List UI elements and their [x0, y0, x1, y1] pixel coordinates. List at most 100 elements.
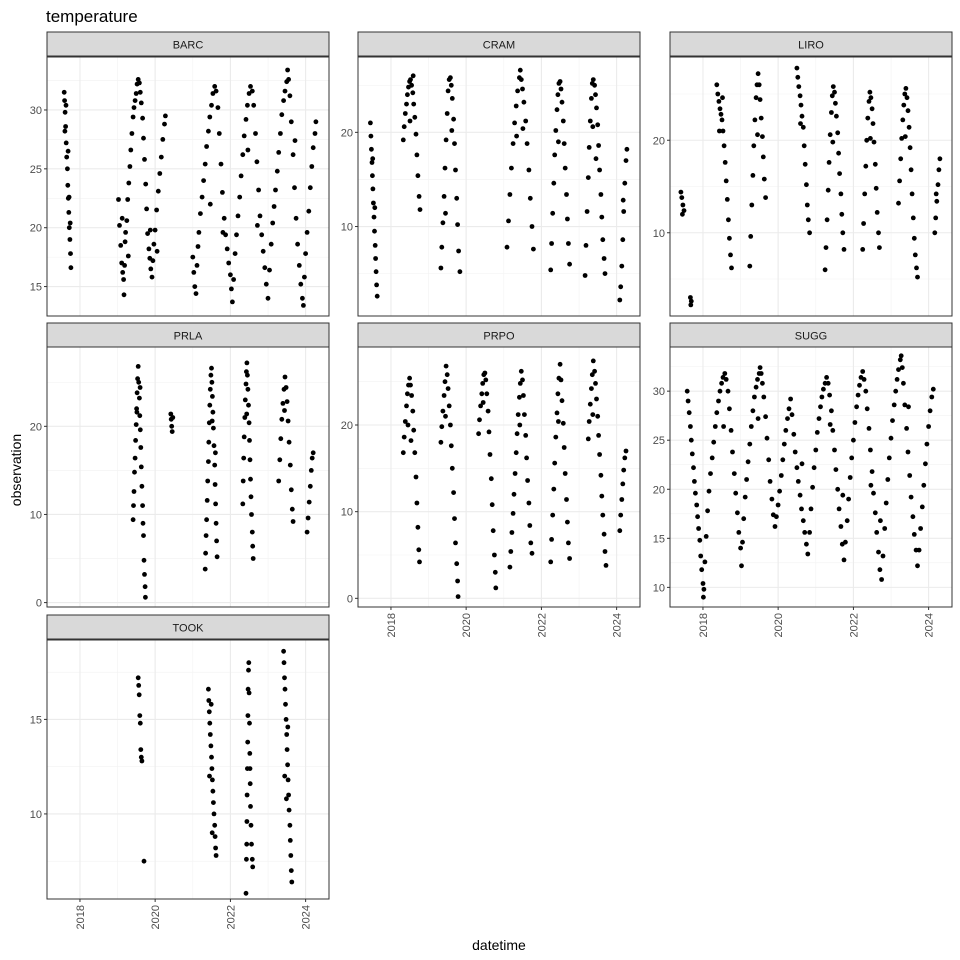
y-tick-label: 10 — [30, 509, 42, 521]
data-point — [262, 265, 268, 271]
data-point — [807, 530, 812, 535]
data-point — [210, 788, 216, 794]
x-tick-label: 2018 — [75, 905, 87, 929]
data-point — [837, 171, 842, 177]
data-point — [870, 121, 876, 126]
strip-label-prla: PRLA — [174, 331, 203, 343]
data-point — [454, 561, 460, 567]
data-point — [794, 465, 800, 471]
data-point — [192, 284, 198, 289]
data-point — [880, 553, 886, 559]
data-point — [209, 830, 215, 836]
data-point — [279, 112, 285, 118]
data-point — [412, 450, 418, 456]
data-point — [414, 152, 420, 158]
points-sugg — [684, 353, 936, 600]
data-point — [405, 92, 410, 98]
data-point — [250, 556, 256, 561]
panel-border — [669, 56, 953, 317]
data-point — [278, 436, 284, 442]
data-point — [206, 439, 212, 445]
data-point — [565, 216, 570, 222]
data-point — [140, 503, 146, 508]
data-point — [801, 143, 807, 149]
data-point — [688, 295, 693, 300]
data-point — [871, 139, 877, 145]
data-point — [483, 377, 489, 383]
data-point — [401, 124, 407, 130]
panel-liro: LIRO 10 20 — [653, 31, 953, 317]
data-point — [876, 549, 881, 555]
data-point — [370, 173, 375, 179]
data-point — [693, 490, 698, 496]
data-point — [839, 211, 845, 217]
data-point — [247, 720, 252, 726]
data-point — [891, 402, 897, 408]
data-point — [595, 413, 601, 419]
data-point — [527, 195, 533, 201]
data-point — [721, 143, 727, 149]
data-point — [212, 84, 218, 89]
data-point — [162, 121, 167, 127]
data-point — [369, 160, 375, 165]
data-point — [723, 178, 729, 184]
data-point — [596, 143, 601, 148]
data-point — [741, 516, 747, 522]
data-point — [910, 215, 916, 221]
data-point — [285, 777, 291, 783]
data-point — [564, 497, 569, 502]
data-point — [196, 230, 202, 235]
data-point — [600, 512, 606, 518]
data-point — [933, 215, 939, 221]
data-point — [755, 416, 761, 421]
data-point — [727, 235, 732, 241]
data-point — [409, 393, 414, 398]
data-point — [137, 395, 142, 401]
data-point — [131, 489, 137, 494]
data-point — [409, 82, 414, 88]
data-point — [524, 455, 529, 461]
data-point — [282, 88, 288, 94]
chart-title: temperature — [46, 7, 138, 26]
data-point — [587, 118, 593, 124]
data-point — [209, 754, 214, 760]
data-point — [561, 445, 567, 450]
data-point — [698, 553, 704, 559]
data-point — [408, 382, 413, 388]
data-point — [868, 95, 874, 101]
points-liro — [678, 65, 943, 308]
data-point — [551, 180, 557, 186]
data-point — [760, 380, 765, 386]
data-point — [244, 856, 249, 862]
data-point — [594, 396, 599, 402]
data-point — [558, 86, 564, 92]
panel-barc: BARC 15 20 25 30 — [30, 31, 330, 317]
data-point — [735, 510, 740, 516]
data-point — [123, 230, 128, 235]
data-point — [136, 379, 142, 385]
data-point — [513, 450, 519, 456]
facet-panels: BARC15202530CRAM1020LIRO1020PRLA01020PRP… — [30, 31, 953, 929]
data-point — [826, 160, 832, 165]
data-point — [911, 532, 917, 537]
data-point — [740, 539, 745, 545]
data-point — [899, 365, 905, 370]
data-point — [245, 686, 251, 692]
data-point — [308, 468, 314, 473]
data-point — [523, 118, 529, 124]
data-point — [556, 419, 561, 424]
data-point — [619, 263, 625, 269]
data-point — [440, 408, 446, 414]
data-point — [168, 411, 174, 417]
data-point — [457, 269, 463, 275]
data-point — [832, 447, 837, 453]
data-point — [552, 460, 558, 466]
data-point — [238, 173, 244, 179]
data-point — [830, 84, 836, 89]
data-point — [688, 437, 694, 443]
data-point — [872, 510, 878, 516]
data-point — [551, 486, 557, 492]
data-point — [285, 418, 291, 424]
data-point — [695, 514, 700, 520]
data-point — [400, 137, 406, 143]
